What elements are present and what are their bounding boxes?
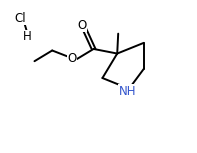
- Text: O: O: [77, 19, 86, 32]
- Text: Cl: Cl: [14, 12, 26, 25]
- Text: O: O: [67, 52, 76, 65]
- Text: H: H: [23, 30, 32, 43]
- Text: NH: NH: [119, 85, 136, 97]
